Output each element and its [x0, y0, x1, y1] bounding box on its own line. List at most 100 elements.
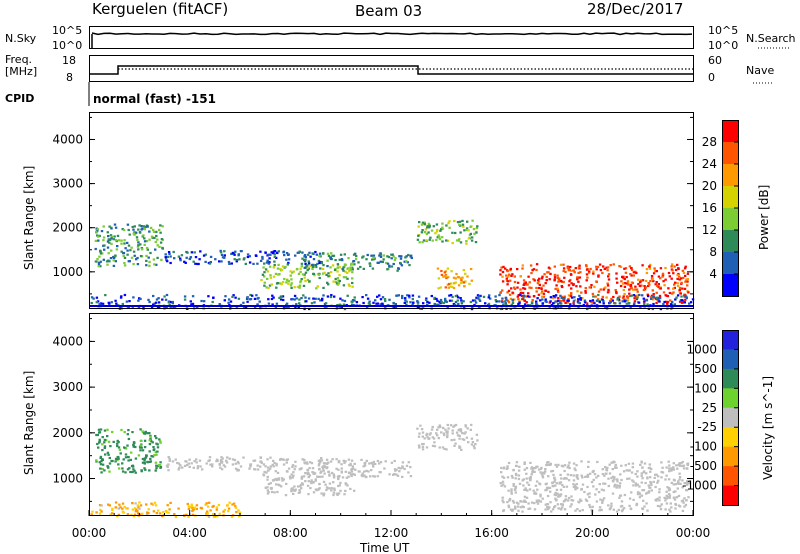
data-cell	[523, 468, 526, 471]
data-cell	[102, 236, 106, 239]
data-cell	[601, 271, 604, 275]
data-cell	[457, 284, 461, 287]
data-cell	[269, 274, 272, 277]
data-cell	[273, 491, 276, 494]
data-cell	[447, 427, 450, 430]
data-cell	[554, 300, 557, 303]
data-cell	[639, 279, 643, 282]
data-cell	[292, 492, 295, 495]
data-cell	[318, 276, 321, 280]
data-cell	[258, 300, 261, 303]
data-cell	[325, 467, 328, 470]
data-cell	[560, 508, 563, 511]
data-cell	[655, 296, 658, 299]
data-cell	[305, 461, 308, 464]
data-cell	[423, 231, 427, 234]
data-cell	[282, 250, 286, 253]
data-cell	[685, 297, 688, 300]
data-cell	[636, 294, 639, 297]
data-cell	[336, 277, 340, 280]
data-cell	[439, 425, 442, 429]
data-cell	[337, 282, 340, 285]
data-cell	[456, 296, 460, 299]
data-cell	[267, 483, 271, 486]
data-cell	[302, 475, 306, 478]
data-cell	[118, 448, 122, 451]
data-cell	[449, 285, 452, 288]
data-cell	[109, 257, 113, 260]
data-cell	[508, 497, 512, 501]
data-cell	[567, 284, 571, 287]
data-cell	[132, 441, 136, 444]
data-cell	[454, 281, 457, 284]
freq-right-tick-top: 60	[708, 54, 722, 67]
data-cell	[143, 439, 147, 442]
data-cell	[557, 495, 560, 498]
data-cell	[166, 255, 169, 258]
data-cell	[99, 260, 102, 263]
data-cell	[546, 508, 550, 511]
data-cell	[535, 290, 538, 293]
data-cell	[314, 479, 317, 482]
data-cell	[530, 286, 533, 289]
data-cell	[540, 472, 543, 475]
data-cell	[157, 301, 161, 304]
data-cell	[676, 284, 680, 288]
data-cell	[103, 429, 107, 432]
data-cell	[374, 462, 377, 466]
data-cell	[117, 446, 121, 449]
data-cell	[292, 270, 295, 273]
data-cell	[511, 273, 514, 276]
data-cell	[598, 506, 602, 509]
data-cell	[517, 502, 520, 505]
data-cell	[629, 294, 632, 298]
data-cell	[678, 472, 681, 475]
data-cell	[337, 484, 340, 488]
data-cell	[588, 505, 592, 509]
data-cell	[320, 470, 323, 473]
data-cell	[280, 485, 283, 488]
data-cell	[138, 501, 141, 504]
data-cell	[524, 500, 527, 503]
data-cell	[156, 450, 159, 453]
data-cell	[130, 246, 133, 249]
data-cell	[263, 262, 266, 265]
data-cell	[432, 437, 436, 440]
data-cell	[652, 302, 655, 306]
data-cell	[445, 448, 448, 451]
data-cell	[680, 500, 684, 503]
data-cell	[670, 265, 673, 268]
data-cell	[460, 279, 463, 282]
data-cell	[277, 250, 280, 253]
data-cell	[435, 223, 439, 226]
data-cell	[586, 473, 590, 476]
data-cell	[135, 236, 139, 239]
data-cell	[96, 300, 100, 303]
data-cell	[307, 480, 310, 483]
data-cell	[557, 493, 561, 496]
data-cell	[135, 508, 138, 511]
data-cell	[446, 283, 450, 286]
velocity-colorbar-segment	[722, 427, 738, 448]
data-cell	[356, 267, 360, 270]
data-cell	[116, 458, 119, 462]
data-cell	[341, 299, 344, 302]
data-cell	[368, 303, 372, 306]
data-cell	[655, 301, 658, 305]
data-cell	[573, 296, 576, 299]
data-cell	[685, 489, 688, 492]
data-cell	[314, 250, 317, 254]
data-cell	[453, 219, 456, 223]
data-cell	[110, 512, 114, 515]
data-cell	[123, 293, 127, 297]
data-cell	[129, 249, 132, 252]
data-cell	[267, 302, 271, 305]
data-cell	[459, 428, 463, 431]
data-cell	[470, 437, 474, 440]
data-cell	[588, 472, 592, 475]
data-cell	[392, 255, 395, 258]
data-cell	[327, 272, 330, 275]
noise-left-tick-bottom: 10^0	[52, 39, 82, 52]
data-cell	[594, 493, 597, 496]
data-cell	[312, 258, 316, 261]
